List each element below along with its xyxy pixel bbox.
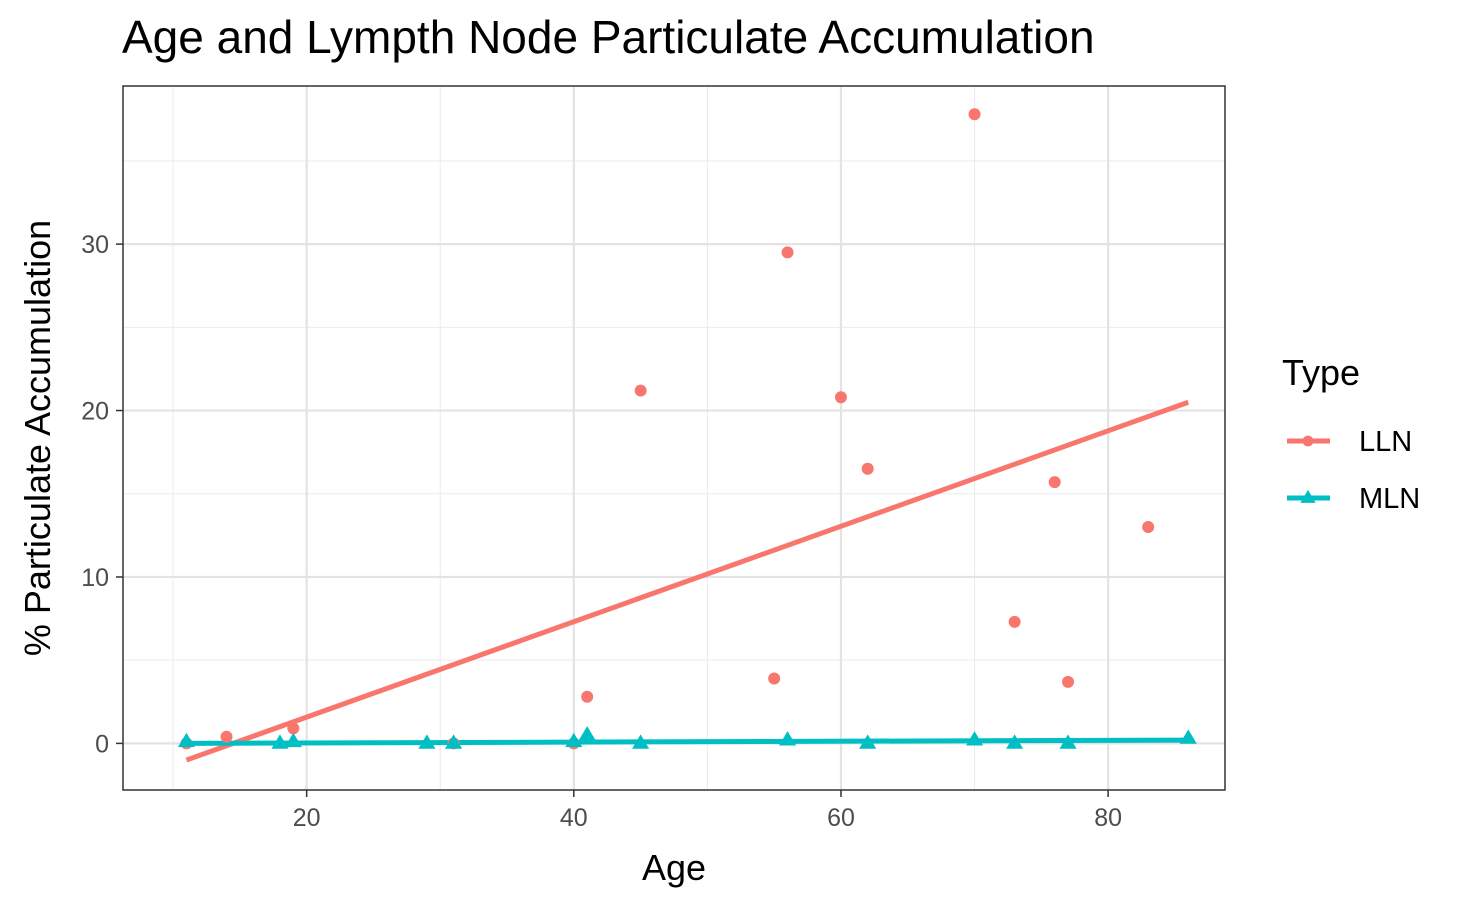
data-point-mln [965,731,984,746]
grid-major [123,86,1225,790]
fit-line-lln [185,399,1190,763]
data-point-mln [1006,734,1024,749]
data-point-lln [1062,675,1075,688]
fit-line-mln [186,737,1189,746]
data-point-mln [177,732,195,748]
legend: Type LLN MLN [1282,352,1420,515]
x-axis-ticks: 20 40 60 80 [293,790,1122,832]
data-point-mln [565,732,583,748]
data-point-mln [632,734,650,749]
legend-label-mln: MLN [1359,483,1420,515]
data-point-lln [634,384,647,397]
y-tick-label: 20 [81,398,109,426]
legend-title: Type [1282,352,1360,393]
x-tick-label: 40 [560,804,588,832]
data-point-lln [220,730,233,743]
legend-marker-mln [1300,489,1316,503]
chart-title: Age and Lympth Node Particulate Accumula… [122,11,1095,63]
x-axis-title: Age [642,847,706,888]
legend-items: LLN MLN [1287,426,1420,515]
data-point-lln [581,690,594,703]
data-point-lln [287,722,300,735]
data-point-lln [768,672,781,685]
legend-label-lln: LLN [1359,426,1412,458]
x-tick-label: 60 [827,804,855,832]
data-point-lln [1142,521,1155,534]
data-points [177,108,1197,750]
fit-lines [185,399,1190,763]
data-point-mln [778,731,797,746]
data-point-lln [1008,615,1021,628]
x-tick-label: 20 [293,804,321,832]
data-point-mln [1059,734,1077,749]
data-point-lln [861,462,874,475]
data-point-mln [271,734,289,749]
data-point-lln [1048,476,1061,489]
grid-minor [123,86,1225,790]
legend-marker-lln [1302,435,1314,447]
data-point-mln [578,726,596,741]
data-point-lln [834,391,847,404]
data-point-mln [284,732,302,748]
data-point-lln [968,108,981,121]
data-point-mln [445,734,463,749]
y-tick-label: 30 [81,231,109,259]
data-point-mln [1179,729,1197,744]
panel-border [122,85,1226,791]
data-point-mln [859,734,877,749]
x-tick-label: 80 [1094,804,1122,832]
y-axis-ticks: 0 10 20 30 [81,231,123,758]
y-axis-title: % Particulate Accumulation [17,220,58,656]
y-tick-label: 10 [81,564,109,592]
data-point-mln [418,734,436,749]
y-tick-label: 0 [95,730,109,758]
data-point-lln [781,246,794,259]
